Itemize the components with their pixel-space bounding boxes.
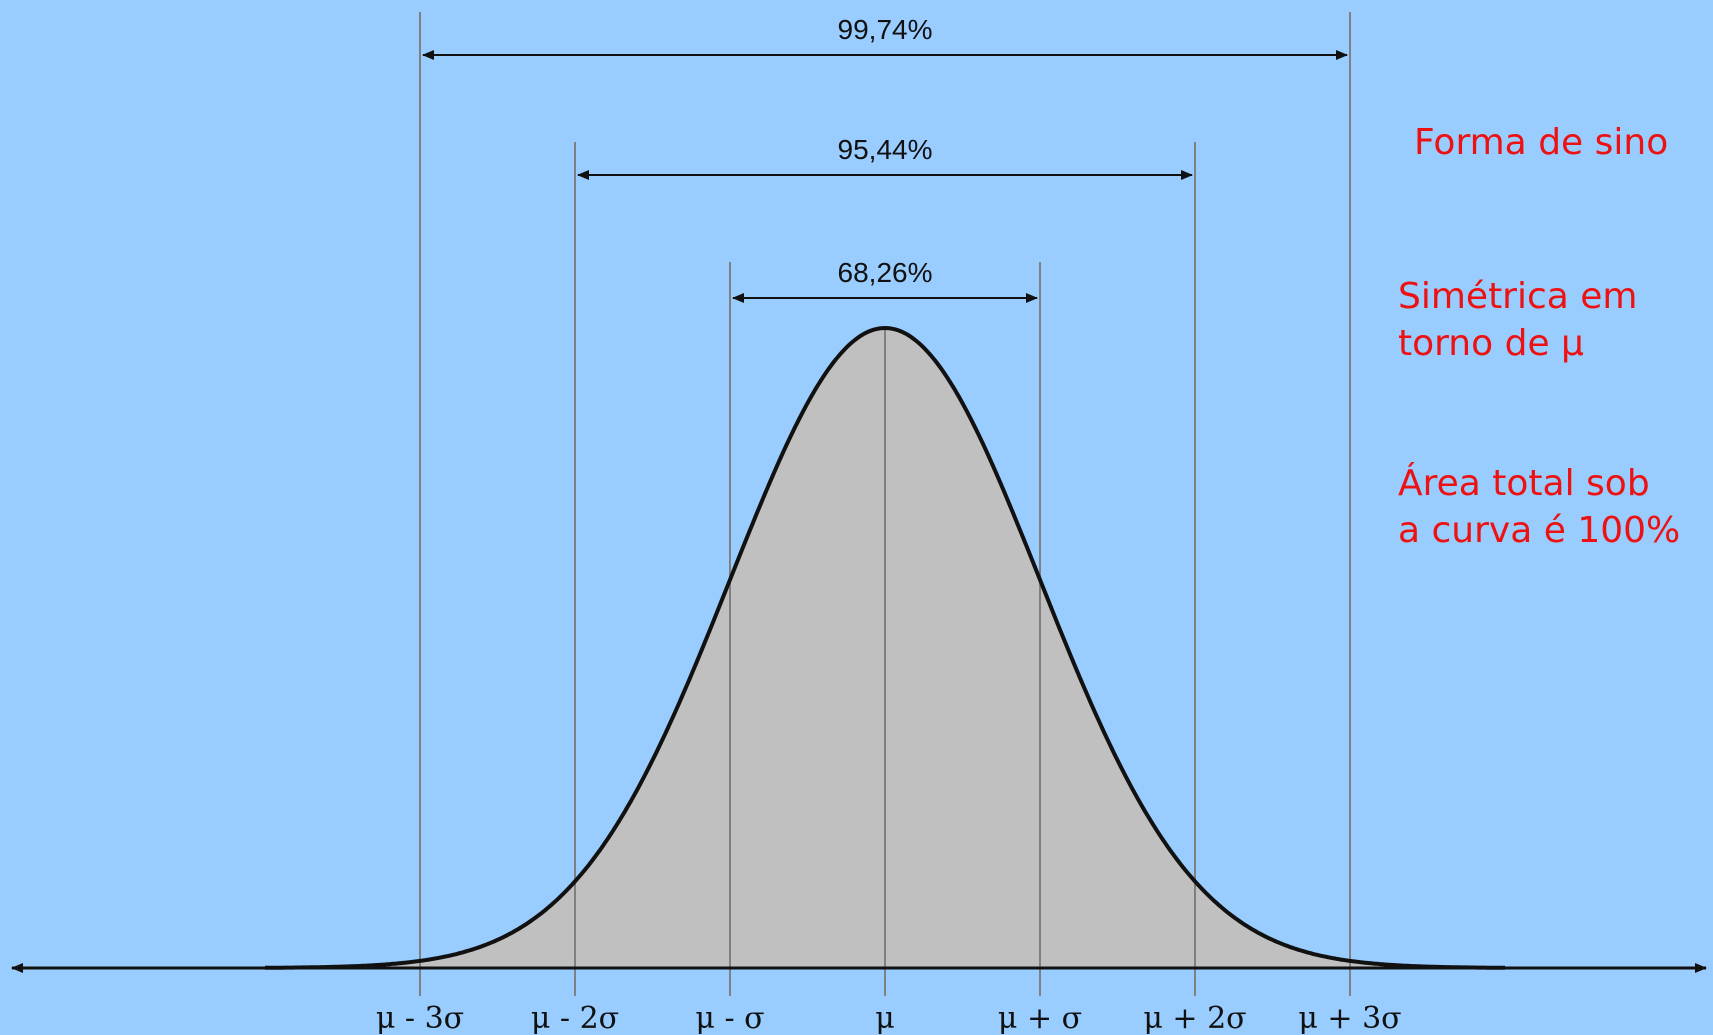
axis-tick-label: μ + 2σ bbox=[1143, 1001, 1246, 1035]
note-total-area: Área total sob a curva é 100% bbox=[1398, 463, 1681, 551]
axis-tick-label: μ + σ bbox=[998, 1001, 1082, 1035]
interval-label: 95,44% bbox=[838, 134, 933, 165]
axis-tick-label: μ bbox=[875, 1001, 895, 1035]
axis-tick-label: μ - 2σ bbox=[531, 1001, 619, 1035]
axis-tick-label: μ - 3σ bbox=[376, 1001, 464, 1035]
interval-label: 68,26% bbox=[838, 257, 933, 288]
note-symmetric: Simétrica em torno de μ bbox=[1398, 276, 1638, 364]
interval-label: 99,74% bbox=[838, 14, 933, 45]
axis-tick-label: μ - σ bbox=[695, 1001, 764, 1035]
bell-curve bbox=[265, 325, 1505, 970]
note-bell-shape: Forma de sino bbox=[1414, 122, 1669, 163]
axis-tick-label: μ + 3σ bbox=[1298, 1001, 1401, 1035]
